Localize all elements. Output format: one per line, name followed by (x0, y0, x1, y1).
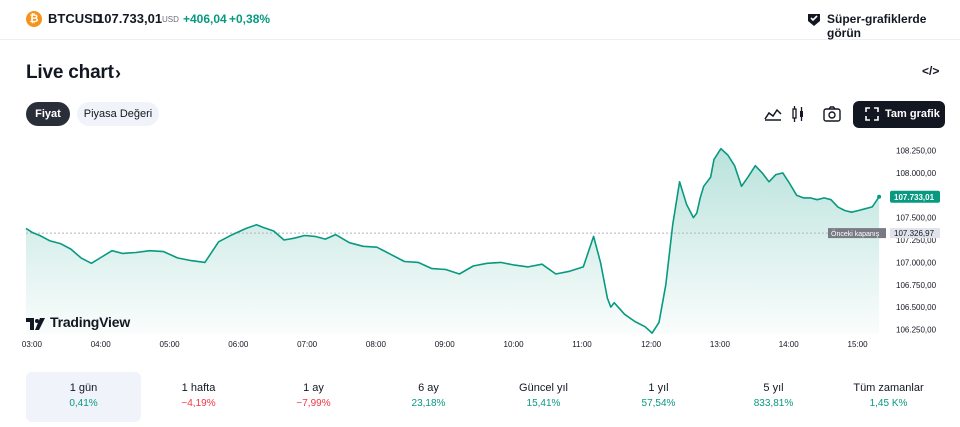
prev-close-price: 107.326,97 (894, 229, 935, 238)
y-axis-tick-label: 107.000,00 (896, 258, 937, 267)
period-change-value: 833,81% (753, 398, 794, 409)
x-axis-tick-label: 06:00 (228, 340, 249, 349)
tradingview-brand: TradingView (50, 314, 131, 330)
last-price: 107.733,01 (97, 11, 163, 26)
x-axis-tick-label: 03:00 (22, 340, 43, 349)
x-axis-tick-label: 12:00 (641, 340, 662, 349)
prev-close-tag (828, 228, 886, 239)
candlestick-icon[interactable] (788, 104, 808, 124)
price-chart[interactable]: 108.250,00108.000,00107.750,00107.500,00… (0, 138, 960, 358)
price-currency: USD (162, 15, 179, 24)
camera-icon[interactable] (822, 104, 842, 124)
period-change-value: −4,19% (181, 398, 216, 409)
page-title[interactable]: Live chart (26, 62, 114, 83)
y-axis-tick-label: 106.750,00 (896, 281, 937, 290)
full-chart-label: Tam grafik (885, 108, 940, 120)
last-point-marker (877, 194, 882, 199)
period-label: 1 hafta (181, 382, 216, 394)
chevron-right-icon[interactable]: › (115, 63, 121, 83)
period-button[interactable]: 1 yıl 57,54% (601, 372, 716, 422)
x-axis-tick-label: 09:00 (435, 340, 456, 349)
x-axis-tick-label: 05:00 (160, 340, 181, 349)
current-price-tag (890, 190, 940, 203)
x-axis-tick-label: 08:00 (366, 340, 387, 349)
y-axis-tick-label: 108.250,00 (896, 147, 937, 156)
y-axis-tick-label: 108.000,00 (896, 169, 937, 178)
y-axis-tick-label: 106.250,00 (896, 326, 937, 335)
period-label: Tüm zamanlar (853, 382, 924, 394)
period-label: 1 yıl (648, 382, 669, 394)
period-button[interactable]: Güncel yıl 15,41% (486, 372, 601, 422)
period-label: 5 yıl (763, 382, 784, 394)
supercharts-icon[interactable] (806, 11, 822, 27)
period-label: 6 ay (418, 382, 439, 394)
period-button[interactable]: 5 yıl 833,81% (716, 372, 831, 422)
tradingview-icon (26, 318, 45, 330)
bitcoin-logo-icon: ₿ (26, 11, 42, 27)
x-axis-tick-label: 13:00 (710, 340, 731, 349)
period-change-value: 1,45 K% (869, 398, 908, 409)
period-change-value: 57,54% (641, 398, 676, 409)
period-label: 1 ay (303, 382, 324, 394)
tab-price[interactable]: Fiyat (26, 102, 70, 126)
ticker-bar: ₿ BTCUSD 107.733,01 USD +406,04 +0,38% S… (0, 0, 960, 40)
x-axis-tick-label: 04:00 (91, 340, 112, 349)
full-chart-button[interactable]: Tam grafik (853, 101, 945, 128)
period-label: 1 gün (69, 382, 98, 394)
x-axis-tick-label: 11:00 (572, 340, 592, 349)
tradingview-logo[interactable]: TradingView (26, 314, 130, 330)
period-change-value: 23,18% (411, 398, 446, 409)
current-price-label: 107.733,01 (894, 193, 935, 202)
prev-close-price-tag (890, 228, 940, 239)
symbol-name[interactable]: BTCUSD (48, 11, 103, 26)
period-change-value: 15,41% (526, 398, 561, 409)
embed-code-icon[interactable]: </> (922, 64, 940, 78)
period-label: Güncel yıl (519, 382, 568, 394)
period-change-value: −7,99% (296, 398, 331, 409)
period-selector: 1 gün 0,41% 1 hafta −4,19% 1 ay −7,99% 6 ay 23,… (26, 372, 946, 422)
period-button[interactable]: Tüm zamanlar 1,45 K% (831, 372, 946, 422)
period-button[interactable]: 1 gün 0,41% (26, 372, 141, 422)
y-axis-tick-label: 107.250,00 (896, 236, 937, 245)
chart-area-fill (26, 148, 880, 334)
price-change: +406,04 (183, 12, 227, 26)
x-axis-tick-label: 07:00 (297, 340, 318, 349)
period-button[interactable]: 6 ay 23,18% (371, 372, 486, 422)
x-axis-tick-label: 14:00 (779, 340, 800, 349)
price-series-line (25, 147, 880, 334)
period-button[interactable]: 1 ay −7,99% (256, 372, 371, 422)
area-chart-icon[interactable] (763, 104, 783, 124)
prev-close-text: Önceki kapanış (831, 230, 880, 238)
period-change-value: 0,41% (69, 398, 98, 409)
x-axis-tick-label: 10:00 (504, 340, 525, 349)
fullscreen-icon (865, 107, 879, 121)
price-change-percent: +0,38% (229, 12, 271, 26)
y-axis-tick-label: 107.500,00 (896, 214, 937, 223)
x-axis-tick-label: 15:00 (848, 340, 869, 349)
tab-market-cap[interactable]: Piyasa Değeri (77, 102, 159, 126)
y-axis-tick-label: 106.500,00 (896, 303, 937, 312)
period-button[interactable]: 1 hafta −4,19% (141, 372, 256, 422)
supercharts-link[interactable]: Süper-grafiklerde görün (827, 12, 927, 40)
